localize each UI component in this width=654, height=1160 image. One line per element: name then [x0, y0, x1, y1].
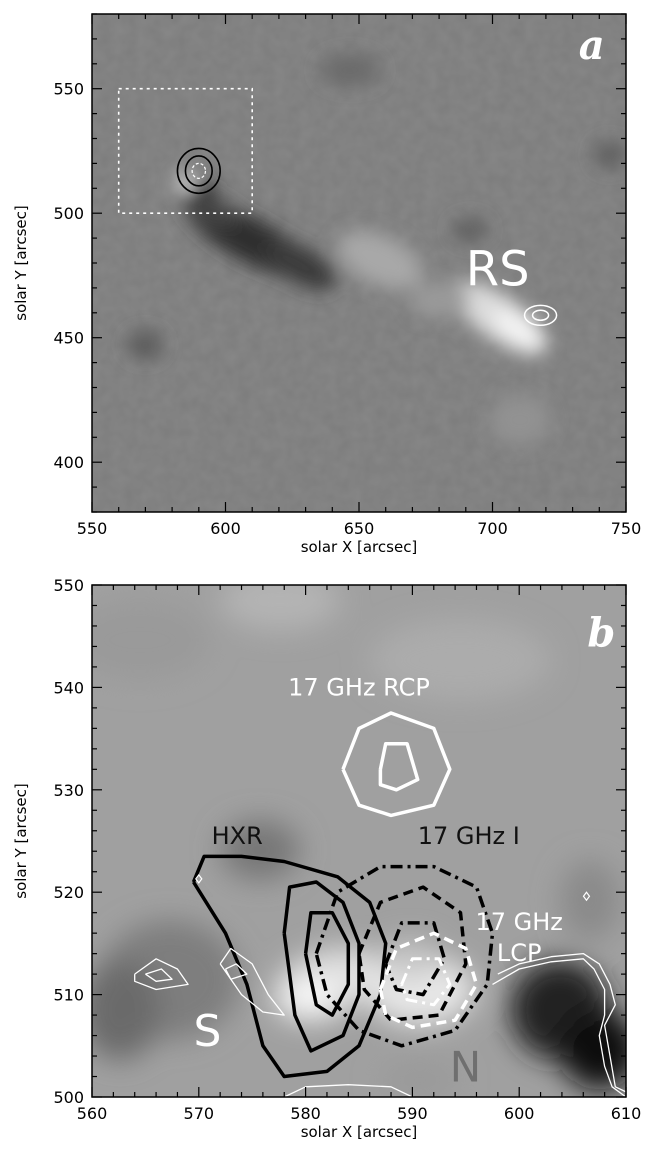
panel-b-xtick-label: 600: [504, 1104, 535, 1123]
panel-letter-a: a: [579, 22, 605, 69]
panel-a-ytick-label: 500: [53, 204, 84, 223]
contour-diamond: [195, 873, 203, 884]
contour-lcp-white-inner: [400, 957, 452, 1007]
panel-b-ytick-label: 530: [53, 781, 84, 800]
contour-s-outer: [219, 947, 285, 1016]
panel-a-xtick-label: 600: [210, 519, 241, 538]
panel-a-xtick-label: 700: [477, 519, 508, 538]
contour-i-mid: [357, 885, 468, 1022]
contour-s-inner: [224, 963, 248, 980]
panel-b-ytick-label: 510: [53, 986, 84, 1005]
panel-letter-b: b: [587, 609, 615, 656]
label-17ghz-lcp-line1: 17 GHz: [475, 908, 562, 936]
panel-b-xtick-label: 570: [184, 1104, 215, 1123]
panel-a-xlabel: solar X [arcsec]: [301, 538, 418, 556]
panel-b-ytick-label: 540: [53, 678, 84, 697]
contour-white-small: [191, 162, 207, 179]
contour-i-inner: [384, 921, 447, 997]
panel-b-xlabel: solar X [arcsec]: [301, 1123, 418, 1141]
contour-black: [184, 155, 213, 187]
contour-lcp-white-dashed: [378, 931, 479, 1030]
label-n: N: [450, 1043, 481, 1092]
panel-b-ytick-label: 520: [53, 883, 84, 902]
panel-b-axes: 560 570 580 590 600 610 500 510 520 530 540 550: [53, 576, 641, 1123]
contour-i-outer: [314, 864, 495, 1048]
label-hxr: HXR: [212, 822, 263, 850]
panel-b-image: 17 GHz RCP HXR 17 GHz I 17 GHz LCP S N b: [92, 585, 626, 1097]
contour-lcp-right: [497, 952, 626, 1093]
label-17ghz-lcp-line2: LCP: [497, 939, 542, 967]
contour-hxr-inner: [303, 910, 351, 1017]
panel-a-contours: [176, 147, 558, 327]
panel-b: 17 GHz RCP HXR 17 GHz I 17 GHz LCP S N b…: [12, 576, 641, 1141]
panel-b-xtick-label: 580: [290, 1104, 321, 1123]
contour-s2-outer: [134, 958, 189, 991]
panel-b-xtick-label: 560: [77, 1104, 108, 1123]
contour-diamond: [582, 891, 591, 902]
zoom-region-box: [117, 87, 253, 214]
panel-b-ylabel: solar Y [arcsec]: [12, 783, 30, 899]
contour-s2-inner: [145, 968, 173, 982]
label-17ghz-i: 17 GHz I: [418, 822, 520, 850]
panel-a-xtick-label: 750: [611, 519, 642, 538]
panel-a-xtick-label: 650: [344, 519, 375, 538]
panel-b-contours: [134, 711, 626, 1097]
panel-b-xtick-label: 610: [611, 1104, 642, 1123]
label-rs: RS: [466, 241, 530, 297]
panel-a-ytick-label: 400: [53, 453, 84, 472]
panel-a-axes: 550 600 650 700 750 400 450 500 550: [53, 13, 642, 538]
panel-b-ytick-label: 500: [53, 1088, 84, 1107]
panel-a: RS a 550 600 650 700 750 400 450 500 550 solar X…: [12, 13, 642, 556]
panel-b-frame: [91, 584, 627, 1098]
contour-hxr-mid: [282, 880, 361, 1053]
contour-rcp-outer: [341, 711, 452, 818]
contour-bottom: [283, 1084, 413, 1097]
panel-a-ytick-label: 450: [53, 329, 84, 348]
panel-a-ytick-label: 550: [53, 80, 84, 99]
panel-a-image: RS a: [92, 14, 626, 512]
panel-a-ylabel: solar Y [arcsec]: [12, 205, 30, 321]
panel-a-xtick-label: 550: [77, 519, 108, 538]
contour-rcp-inner: [378, 741, 420, 792]
label-s: S: [193, 1006, 221, 1057]
contour-black: [176, 147, 221, 195]
contour-white: [531, 309, 550, 322]
contour-lcp-right-2: [492, 958, 626, 1097]
panel-b-xtick-label: 590: [397, 1104, 428, 1123]
contour-white: [523, 304, 558, 327]
panel-b-ytick-label: 550: [53, 576, 84, 595]
label-17ghz-rcp: 17 GHz RCP: [288, 674, 430, 702]
